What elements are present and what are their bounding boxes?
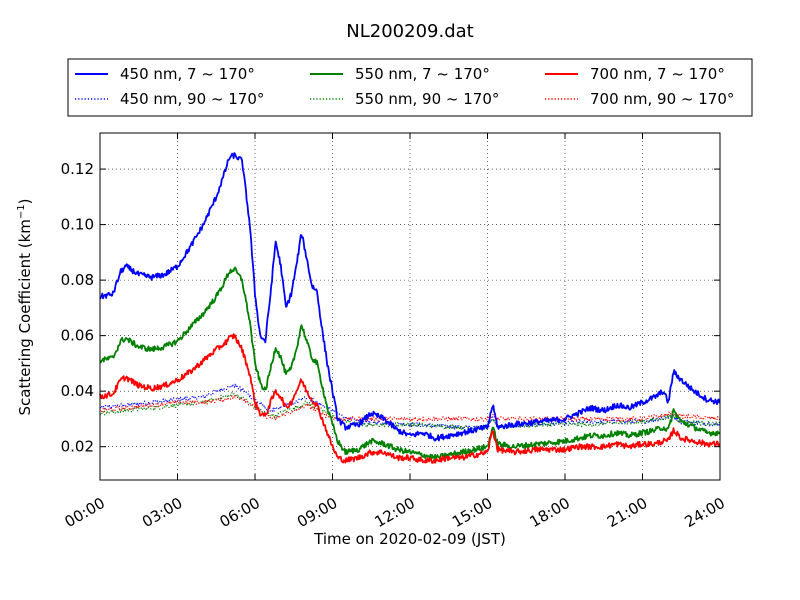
- y-tick-label: 0.10: [61, 216, 94, 234]
- series-lines: [99, 152, 721, 464]
- x-tick-label: 24:00: [682, 494, 728, 531]
- x-tick-label: 03:00: [139, 494, 185, 531]
- legend-label: 450 nm, 90 ~ 170°: [120, 90, 264, 108]
- chart-title: NL200209.dat: [346, 21, 473, 42]
- y-axis-label-tail: ): [16, 198, 34, 204]
- series-line-4: [99, 392, 721, 430]
- x-tick-label: 21:00: [604, 494, 650, 531]
- y-axis-label-main: Scattering Coefficient (km: [16, 219, 34, 415]
- x-axis-label: Time on 2020-02-09 (JST): [313, 530, 506, 548]
- series-line-5: [99, 333, 721, 464]
- legend-box: [67, 58, 753, 117]
- legend-label: 550 nm, 90 ~ 170°: [355, 90, 499, 108]
- series-line-3: [99, 266, 721, 462]
- legend-label: 700 nm, 7 ~ 170°: [590, 65, 725, 83]
- series-line-6: [99, 395, 721, 422]
- x-tick-label: 09:00: [294, 494, 340, 531]
- legend: 450 nm, 7 ~ 170° 550 nm, 7 ~ 170° 700 nm, …: [67, 58, 753, 117]
- x-tick-label: 00:00: [62, 494, 108, 531]
- y-axis-label-superscript: −1: [16, 204, 27, 219]
- y-tick-label: 0.04: [61, 382, 94, 400]
- legend-label: 550 nm, 7 ~ 170°: [355, 65, 490, 83]
- y-axis-label: Scattering Coefficient (km−1): [16, 198, 34, 415]
- x-tick-label: 18:00: [527, 494, 573, 531]
- x-tick-label: 15:00: [449, 494, 495, 531]
- y-tick-label: 0.02: [61, 438, 94, 456]
- plot-background: [100, 133, 720, 480]
- plot-area: 00:00 03:00 06:00 09:00 12:00 15:00 18:00 21:00…: [61, 132, 728, 531]
- series-line-1: [99, 152, 721, 442]
- y-tick-label: 0.12: [61, 160, 94, 178]
- legend-label: 700 nm, 90 ~ 170°: [590, 90, 734, 108]
- x-tick-label: 12:00: [372, 494, 418, 531]
- legend-label: 450 nm, 7 ~ 170°: [120, 65, 255, 83]
- y-tick-label: 0.06: [61, 327, 94, 345]
- y-tick-label: 0.08: [61, 271, 94, 289]
- x-tick-label: 06:00: [217, 494, 263, 531]
